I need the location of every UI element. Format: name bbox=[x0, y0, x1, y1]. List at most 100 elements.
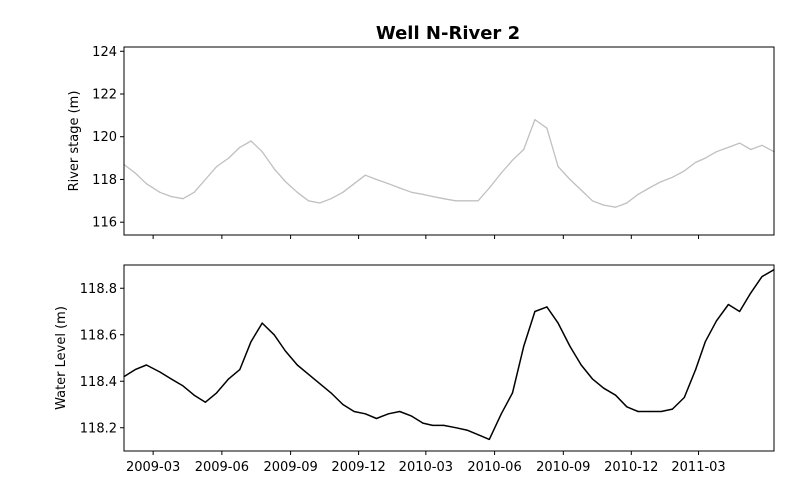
data-point bbox=[455, 200, 457, 202]
water-level-x-axis: 2009-03 2009-06 2009-09 2009-12 2010-03 2010-… bbox=[126, 451, 726, 475]
data-point bbox=[603, 387, 605, 389]
data-point bbox=[500, 413, 502, 415]
y-tick-label: 124 bbox=[92, 45, 117, 60]
data-point bbox=[387, 183, 390, 185]
y-tick-label: 118.8 bbox=[80, 282, 117, 297]
data-point bbox=[216, 166, 218, 168]
data-point bbox=[307, 373, 310, 375]
data-point bbox=[399, 410, 401, 413]
series-line-0 bbox=[123, 118, 775, 208]
x-tick-label: 2009-03 bbox=[126, 460, 180, 475]
y-tick-label: 118.6 bbox=[80, 328, 117, 343]
data-point bbox=[422, 193, 424, 195]
data-point bbox=[615, 206, 617, 208]
data-point bbox=[170, 195, 172, 198]
x-tick-label: 2011-03 bbox=[671, 460, 725, 475]
data-point bbox=[250, 341, 252, 343]
data-point bbox=[488, 438, 490, 440]
data-point bbox=[159, 191, 161, 193]
data-point bbox=[615, 394, 617, 396]
data-point bbox=[284, 350, 286, 352]
data-point bbox=[145, 183, 147, 185]
x-tick-label: 2009-09 bbox=[263, 460, 317, 475]
data-point bbox=[193, 394, 195, 396]
river-stage-series bbox=[123, 118, 775, 208]
x-tick-label: 2009-06 bbox=[195, 460, 249, 475]
data-point bbox=[182, 198, 184, 200]
river-stage-y-axis: 116 118 120 122 124 bbox=[92, 45, 124, 231]
data-point bbox=[387, 413, 390, 415]
data-point bbox=[239, 146, 241, 148]
data-point bbox=[204, 178, 206, 181]
data-point bbox=[443, 198, 445, 200]
data-point bbox=[569, 178, 571, 181]
data-point bbox=[695, 161, 697, 163]
data-point bbox=[330, 392, 332, 394]
water-level-y-label: Water Level (m) bbox=[54, 306, 69, 410]
data-point bbox=[500, 172, 502, 174]
data-point bbox=[307, 200, 310, 202]
data-point bbox=[695, 369, 697, 371]
data-point bbox=[330, 198, 332, 200]
data-point bbox=[580, 189, 582, 191]
data-point bbox=[273, 334, 275, 336]
x-tick-label: 2010-12 bbox=[604, 460, 658, 475]
data-point bbox=[443, 424, 445, 426]
y-tick-label: 122 bbox=[92, 88, 117, 103]
data-point bbox=[727, 146, 730, 148]
data-point bbox=[727, 303, 730, 306]
data-point bbox=[523, 148, 525, 151]
data-point bbox=[364, 174, 366, 176]
water-level-y-axis: 118.2 118.4 118.6 118.8 bbox=[80, 282, 124, 436]
data-point bbox=[261, 151, 263, 153]
data-point bbox=[534, 310, 536, 313]
data-point bbox=[546, 306, 548, 308]
data-point bbox=[216, 392, 218, 394]
y-tick-label: 118 bbox=[92, 173, 117, 188]
data-point bbox=[761, 144, 763, 146]
data-point bbox=[626, 406, 628, 408]
river-stage-x-axis bbox=[152, 235, 700, 239]
data-point bbox=[637, 410, 639, 413]
water-level-series bbox=[123, 269, 775, 441]
data-point bbox=[648, 410, 650, 413]
data-point bbox=[523, 345, 525, 347]
data-point bbox=[466, 200, 468, 202]
data-point bbox=[739, 142, 741, 144]
data-point bbox=[296, 191, 298, 193]
data-point bbox=[319, 202, 321, 204]
data-point bbox=[557, 322, 559, 324]
data-point bbox=[399, 187, 401, 189]
data-point bbox=[671, 176, 674, 178]
data-point bbox=[375, 178, 378, 181]
river-stage-plot-frame bbox=[123, 46, 775, 236]
data-point bbox=[353, 410, 355, 413]
x-tick-label: 2009-12 bbox=[331, 460, 385, 475]
data-point bbox=[683, 396, 685, 399]
data-point bbox=[170, 378, 172, 380]
data-point bbox=[342, 403, 344, 406]
data-point bbox=[511, 159, 514, 161]
data-point bbox=[488, 187, 490, 189]
y-tick-label: 118.4 bbox=[80, 375, 117, 390]
data-point bbox=[134, 172, 136, 174]
data-point bbox=[466, 429, 468, 431]
data-point bbox=[671, 408, 674, 410]
data-point bbox=[534, 119, 536, 121]
data-point bbox=[580, 364, 582, 366]
data-point bbox=[511, 392, 514, 394]
data-point bbox=[715, 151, 718, 153]
chart-title: Well N-River 2 bbox=[376, 23, 520, 44]
data-point bbox=[569, 345, 571, 347]
y-tick-label: 120 bbox=[92, 130, 117, 145]
data-point bbox=[704, 157, 706, 159]
data-point bbox=[342, 191, 344, 193]
data-point bbox=[284, 181, 286, 183]
data-point bbox=[591, 378, 594, 380]
data-point bbox=[353, 183, 355, 185]
data-point bbox=[557, 166, 559, 168]
data-point bbox=[546, 127, 548, 129]
data-point bbox=[455, 427, 457, 429]
data-point bbox=[477, 200, 479, 202]
